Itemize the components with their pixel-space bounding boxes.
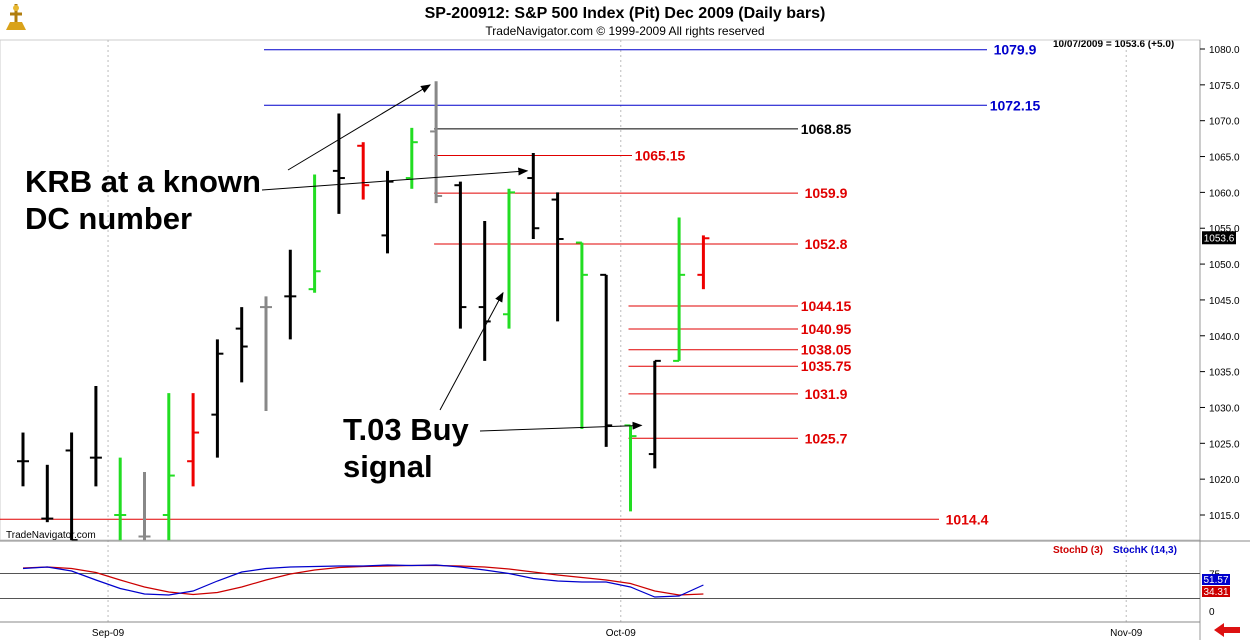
legend-stochd: StochD (3) <box>1053 545 1103 556</box>
ohlc-bar-0 <box>17 432 29 487</box>
level-label-8: 1038.05 <box>801 342 852 358</box>
ohlc-bar-17 <box>430 81 443 204</box>
last-price-box: 1053.6 <box>1202 231 1236 245</box>
level-label-9: 1035.75 <box>801 358 852 374</box>
stoch-last-label-1: 51.57 <box>1203 575 1228 586</box>
ohlc-bar-21 <box>527 152 540 239</box>
chart-subtitle: TradeNavigator.com © 1999-2009 All right… <box>485 24 764 38</box>
ohlc-bar-15 <box>381 170 394 254</box>
level-label-0: 1079.9 <box>994 42 1037 58</box>
ohlc-bar-20 <box>503 188 515 329</box>
scroll-left-arrow-icon[interactable] <box>1214 623 1240 637</box>
ohlc-bar-26 <box>648 359 661 469</box>
ohlc-bar-4 <box>114 457 127 541</box>
annotation-arrow-1-0 <box>439 291 504 411</box>
ohlc-bar-1 <box>41 464 54 523</box>
xtick-label-0: Sep-09 <box>92 628 125 639</box>
ohlc-bar-2 <box>65 432 78 542</box>
level-label-4: 1059.9 <box>805 185 848 201</box>
stoch-last-label-0: 34.31 <box>1203 587 1228 598</box>
ytick-label-1: 1020.0 <box>1209 475 1240 486</box>
ytick-label-13: 1080.0 <box>1209 45 1240 56</box>
level-label-7: 1040.95 <box>801 321 852 337</box>
xtick-label-2: Nov-09 <box>1110 628 1143 639</box>
price-axis: 1015.0 1020.0 1025.0 1030.0 1035.0 1040.0 1045… <box>1200 45 1240 522</box>
ohlc-bar-10 <box>260 296 272 412</box>
ohlc-bar-7 <box>187 393 200 487</box>
ohlc-bar-16 <box>405 127 418 189</box>
legend-stochk: StochK (14,3) <box>1113 545 1177 556</box>
ohlc-bar-18 <box>454 181 467 329</box>
stoch-series-1 <box>22 564 704 598</box>
ytick-label-10: 1065.0 <box>1209 153 1240 164</box>
ohlc-bar-24 <box>600 273 613 447</box>
ohlc-bar-5 <box>138 471 151 541</box>
annotation-0-line-0: KRB at a known <box>25 164 261 199</box>
level-label-5: 1052.8 <box>805 236 848 252</box>
stoch-last-box-1 <box>1202 574 1230 585</box>
annotation-0-line-1: DC number <box>25 201 192 236</box>
stoch-last-box-0 <box>1202 586 1230 597</box>
level-label-3: 1065.15 <box>635 147 686 163</box>
chart-title: SP-200912: S&P 500 Index (Pit) Dec 2009 … <box>425 5 826 22</box>
price-bars <box>17 81 710 542</box>
ytick-label-0: 1015.0 <box>1209 511 1240 522</box>
ohlc-bar-23 <box>575 241 588 429</box>
ohlc-bar-22 <box>551 192 564 322</box>
ytick-label-2: 1025.0 <box>1209 439 1240 450</box>
ohlc-bar-14 <box>357 142 370 200</box>
annotation-1-line-0: T.03 Buy <box>343 412 470 447</box>
annotation-1-line-1: signal <box>343 449 433 484</box>
watermark: TradeNavigator.com <box>6 530 96 541</box>
level-label-2: 1068.85 <box>801 121 852 137</box>
ohlc-bar-28 <box>697 235 710 290</box>
last-price-info: 10/07/2009 = 1053.6 (+5.0) <box>1053 39 1174 50</box>
logo-icon <box>6 4 26 30</box>
ohlc-bar-13 <box>332 113 345 214</box>
level-label-1: 1072.15 <box>990 97 1041 113</box>
fib-levels: 1079.9 1072.15 1068.85 1065.15 1059.9 1052.8 1… <box>0 42 1041 527</box>
level-label-6: 1044.15 <box>801 298 852 314</box>
last-price-label: 1053.6 <box>1204 233 1235 244</box>
ytick-label-9: 1060.0 <box>1209 188 1240 199</box>
ytick-label-6: 1045.0 <box>1209 296 1240 307</box>
level-label-10: 1031.9 <box>805 386 848 402</box>
vertical-gridlines <box>107 40 1127 622</box>
ytick-label-8: 1055.0 <box>1209 224 1240 235</box>
annotation-arrow-0-1 <box>261 167 529 191</box>
ytick-label-3: 1030.0 <box>1209 403 1240 414</box>
stoch-ytick-0: 0 <box>1209 607 1215 618</box>
level-label-11: 1025.7 <box>805 430 848 446</box>
ohlc-bar-11 <box>284 249 297 340</box>
ohlc-bar-12 <box>308 174 321 293</box>
ohlc-bar-9 <box>235 307 248 383</box>
ohlc-bar-6 <box>162 393 175 541</box>
ytick-label-4: 1035.0 <box>1209 368 1240 379</box>
ytick-label-11: 1070.0 <box>1209 117 1240 128</box>
ohlc-bar-27 <box>673 217 686 362</box>
ytick-label-7: 1050.0 <box>1209 260 1240 271</box>
annotation-arrow-0-0 <box>287 84 431 171</box>
level-label-12: 1014.4 <box>946 511 989 527</box>
time-axis: Sep-09 Oct-09 Nov-09 <box>92 628 1143 639</box>
ytick-label-12: 1075.0 <box>1209 81 1240 92</box>
xtick-label-1: Oct-09 <box>606 628 636 639</box>
ohlc-bar-3 <box>89 385 102 487</box>
ytick-label-5: 1040.0 <box>1209 332 1240 343</box>
annotation-arrow-1-1 <box>479 421 643 432</box>
ohlc-bar-8 <box>211 339 224 458</box>
